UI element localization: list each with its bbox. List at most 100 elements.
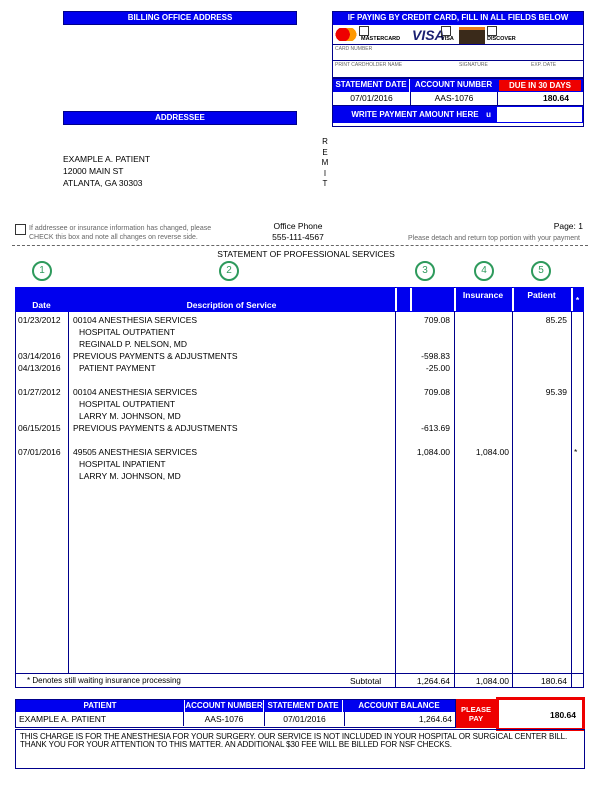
cell-amount: 709.08: [424, 315, 450, 325]
table-row: HOSPITAL INPATIENT: [15, 458, 583, 470]
subtotal-insurance: 1,084.00: [475, 676, 509, 686]
summary-account: AAS-1076: [184, 712, 265, 726]
footnote: * Denotes still waiting insurance proces…: [27, 676, 181, 685]
card-type-row: MASTERCARD VISA VISA DISCOVER: [333, 25, 583, 45]
summary-account-header: ACCOUNT NUMBER: [185, 700, 264, 712]
page-number: Page: 1: [553, 221, 583, 231]
cell-amount: 709.08: [424, 387, 450, 397]
address-line: EXAMPLE A. PATIENT: [63, 154, 151, 164]
column-divider: [571, 287, 572, 687]
cell-desc: PATIENT PAYMENT: [79, 363, 156, 373]
statement-date-header: STATEMENT DATE: [333, 79, 410, 92]
table-row: [15, 434, 583, 446]
subtotal-label: Subtotal: [350, 676, 382, 686]
table-row: 04/13/2016 PATIENT PAYMENT -25.00: [15, 362, 583, 374]
statement-header-row: STATEMENT DATE ACCOUNT NUMBER DUE IN 30 …: [333, 78, 583, 92]
header-date: Date: [32, 300, 51, 310]
mastercard-checkbox[interactable]: [359, 26, 369, 36]
cell-patient: 85.25: [545, 315, 567, 325]
statement-value-row: 07/01/2016 AAS-1076 180.64: [333, 92, 583, 106]
discover-checkbox[interactable]: [487, 26, 497, 36]
table-row: 07/01/2016 49505 ANESTHESIA SERVICES 1,084…: [15, 446, 583, 458]
header-star: *: [575, 295, 580, 305]
notice-line: CHECK this box and note all changes on r…: [29, 234, 198, 241]
address-line: 12000 MAIN ST: [63, 166, 124, 176]
table-header: Date Description of Service Insurance Pa…: [15, 287, 584, 312]
exp-date-label: EXP. DATE: [531, 62, 557, 68]
signature-label: SIGNATURE: [459, 62, 488, 68]
detach-note: Please detach and return top portion wit…: [408, 235, 580, 242]
notice-line: If addressee or insurance information ha…: [29, 225, 212, 232]
visa-checkbox[interactable]: [441, 26, 451, 36]
visa-logo: VISA: [412, 27, 445, 43]
table-row: LARRY M. JOHNSON, MD: [15, 470, 583, 482]
summary-date: 07/01/2016: [265, 712, 345, 726]
address-line: ATLANTA, GA 30303: [63, 178, 143, 188]
please-pay-amount: 180.64: [496, 697, 585, 731]
discover-label: DISCOVER: [487, 36, 516, 42]
cell-desc: PREVIOUS PAYMENTS & ADJUSTMENTS: [73, 423, 238, 433]
cell-desc: HOSPITAL OUTPATIENT: [79, 327, 176, 337]
table-row: HOSPITAL OUTPATIENT: [15, 398, 583, 410]
cell-date: 01/27/2012: [18, 387, 61, 397]
remit-letter: T: [322, 179, 328, 188]
summary-values: EXAMPLE A. PATIENT AAS-1076 07/01/2016 1…: [16, 712, 455, 726]
marker-3: 3: [415, 261, 435, 281]
cell-desc: HOSPITAL INPATIENT: [79, 459, 166, 469]
subtotal-row: * Denotes still waiting insurance proces…: [15, 675, 583, 687]
office-phone-label: Office Phone: [273, 221, 323, 231]
marker-4: 4: [474, 261, 494, 281]
table-row: 06/15/2015 PREVIOUS PAYMENTS & ADJUSTMENT…: [15, 422, 583, 434]
cell-desc: REGINALD P. NELSON, MD: [79, 339, 188, 349]
cardholder-row[interactable]: PRINT CARDHOLDER NAME SIGNATURE EXP. DAT…: [333, 61, 583, 78]
summary-balance: 1,264.64: [418, 714, 452, 724]
credit-card-title: IF PAYING BY CREDIT CARD, FILL IN ALL FI…: [333, 12, 583, 25]
card-number-field[interactable]: CARD NUMBER: [333, 45, 583, 61]
remit-letter: R: [322, 137, 328, 146]
table-row: 01/23/2012 00104 ANESTHESIA SERVICES 709.0…: [15, 314, 583, 326]
arrow-icon: u: [486, 110, 491, 119]
address-change-notice: If addressee or insurance information ha…: [29, 224, 211, 242]
detach-line: [12, 245, 588, 246]
cardholder-label: PRINT CARDHOLDER NAME: [335, 62, 403, 68]
write-payment-row: WRITE PAYMENT AMOUNT HERE u: [333, 106, 583, 123]
office-phone-number: 555-111-4567: [272, 232, 324, 242]
cell-desc: HOSPITAL OUTPATIENT: [79, 399, 176, 409]
remit-letter: M: [321, 158, 329, 167]
cell-desc: 00104 ANESTHESIA SERVICES: [73, 315, 198, 325]
table-row: [15, 374, 583, 386]
table-row: HOSPITAL OUTPATIENT: [15, 326, 583, 338]
address-change-checkbox[interactable]: [15, 224, 26, 235]
cell-date: 06/15/2015: [18, 423, 61, 433]
due-amount-value: 180.64: [543, 93, 569, 103]
table-row: REGINALD P. NELSON, MD: [15, 338, 583, 350]
header-description: Description of Service: [186, 300, 277, 310]
subtotal-patient: 180.64: [541, 676, 567, 686]
cell-patient: 95.39: [545, 387, 567, 397]
table-row: 03/14/2016 PREVIOUS PAYMENTS & ADJUSTMENT…: [15, 350, 583, 362]
cell-desc: 49505 ANESTHESIA SERVICES: [73, 447, 198, 457]
cell-amount: -613.69: [421, 423, 450, 433]
cell-amount: -25.00: [425, 363, 450, 373]
remit-letter: E: [322, 147, 328, 157]
statement-message: THIS CHARGE IS FOR THE ANESTHESIA FOR YO…: [15, 729, 585, 769]
remit-letter: I: [323, 168, 327, 178]
column-divider: [512, 287, 513, 687]
mailing-address: EXAMPLE A. PATIENT 12000 MAIN ST ATLANTA, …: [63, 153, 150, 189]
summary-patient: EXAMPLE A. PATIENT: [16, 712, 184, 726]
payment-amount-input[interactable]: [497, 107, 582, 122]
table-row: LARRY M. JOHNSON, MD: [15, 410, 583, 422]
statement-title: STATEMENT OF PROFESSIONAL SERVICES: [217, 249, 395, 259]
account-number-value: AAS-1076: [411, 92, 498, 105]
office-phone: Office Phone 555-111-4567: [258, 221, 338, 243]
table-row: 01/27/2012 00104 ANESTHESIA SERVICES 709.0…: [15, 386, 583, 398]
subtotal-amount: 1,264.64: [416, 676, 450, 686]
column-divider: [68, 312, 69, 674]
statement-date-value: 07/01/2016: [333, 92, 411, 105]
mastercard-label: MASTERCARD: [361, 36, 401, 42]
cell-date: 01/23/2012: [18, 315, 61, 325]
summary-table: PATIENT ACCOUNT NUMBER STATEMENT DATE AC…: [15, 699, 456, 728]
account-number-header: ACCOUNT NUMBER: [410, 79, 497, 92]
